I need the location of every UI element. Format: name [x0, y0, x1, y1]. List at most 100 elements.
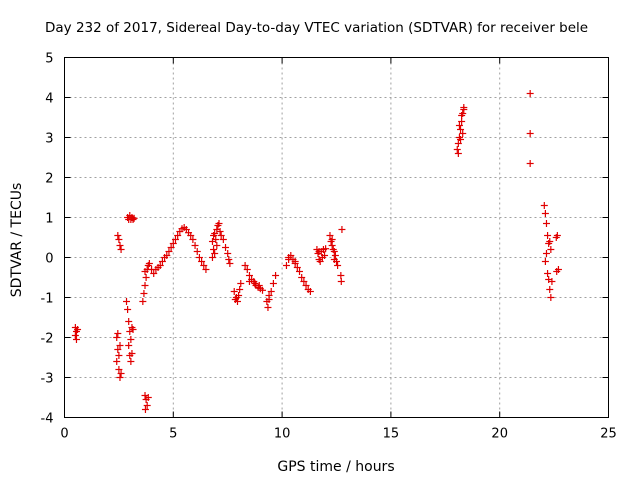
data-point: [226, 260, 234, 267]
y-axis-label: SDTVAR / TECUs: [9, 183, 25, 298]
data-point: [547, 246, 555, 253]
data-point: [322, 245, 330, 253]
y-tick-label: 3: [45, 132, 53, 147]
data-point: [540, 202, 548, 209]
data-point: [145, 260, 153, 267]
x-tick-label: 25: [600, 427, 617, 442]
data-point: [123, 298, 131, 305]
data-point: [546, 238, 554, 245]
data-point: [269, 280, 277, 287]
data-point: [293, 264, 301, 271]
data-point: [216, 228, 224, 235]
y-tick-label: 4: [45, 92, 53, 107]
data-point: [224, 250, 232, 257]
data-point: [300, 278, 308, 285]
data-point: [546, 286, 554, 293]
data-point: [211, 250, 219, 257]
y-tick-label: -4: [41, 412, 54, 427]
data-point: [117, 246, 125, 253]
data-point: [141, 406, 149, 413]
data-point: [302, 282, 310, 289]
data-point: [285, 254, 293, 261]
data-point: [114, 346, 122, 353]
data-point: [526, 160, 534, 167]
plot-frame: [64, 57, 609, 418]
data-point: [213, 242, 221, 249]
axis-ticks: [64, 57, 609, 418]
data-point: [457, 126, 465, 133]
data-point: [455, 122, 463, 129]
data-point: [321, 252, 329, 259]
data-point: [163, 252, 171, 259]
data-point: [547, 294, 555, 301]
data-point: [544, 270, 552, 277]
x-tick-label: 15: [383, 427, 400, 442]
data-point: [217, 232, 225, 239]
data-point: [458, 112, 466, 119]
data-point: [337, 272, 345, 279]
data-point: [326, 232, 334, 239]
data-point: [124, 306, 132, 313]
data-point: [208, 254, 216, 261]
data-point: [174, 232, 182, 239]
data-point: [251, 280, 259, 287]
data-point: [189, 236, 197, 243]
data-point: [113, 358, 121, 365]
y-tick-label: 2: [45, 172, 53, 187]
data-point: [113, 334, 121, 341]
data-points: [71, 90, 562, 413]
data-point: [298, 274, 306, 281]
x-axis-label: GPS time / hours: [277, 459, 394, 475]
data-point: [243, 266, 251, 273]
data-point: [259, 286, 267, 294]
y-tick-label: -2: [41, 332, 54, 347]
data-point: [195, 254, 203, 261]
y-tick-label: 5: [45, 52, 53, 67]
y-tick-label: 0: [45, 252, 53, 267]
data-point: [542, 250, 550, 257]
data-point: [544, 232, 552, 239]
data-point: [143, 402, 151, 409]
data-point: [553, 232, 561, 239]
data-point: [225, 256, 233, 263]
data-point: [241, 262, 249, 269]
data-point: [72, 336, 80, 343]
data-point: [306, 288, 314, 295]
data-point: [144, 394, 152, 401]
data-point: [458, 118, 466, 125]
data-point: [454, 140, 462, 147]
data-point: [115, 366, 123, 373]
data-point: [453, 146, 461, 153]
data-point: [215, 220, 223, 227]
data-point: [237, 280, 245, 287]
data-point: [459, 130, 467, 137]
data-point: [334, 262, 342, 269]
data-point: [457, 136, 465, 143]
data-point: [291, 258, 299, 265]
data-point: [245, 278, 253, 285]
data-point: [141, 282, 149, 289]
data-point: [230, 288, 238, 295]
data-point: [116, 242, 124, 249]
data-point: [198, 258, 206, 265]
data-point: [328, 242, 336, 249]
chart-title: Day 232 of 2017, Sidereal Day-to-day VTE…: [45, 20, 588, 36]
data-point: [267, 288, 275, 295]
x-tick-label: 0: [60, 427, 68, 442]
data-point: [193, 248, 201, 255]
data-point: [171, 236, 179, 243]
data-point: [272, 272, 280, 279]
data-point: [156, 262, 164, 269]
data-point: [222, 244, 230, 251]
data-point: [338, 226, 346, 233]
data-point: [541, 210, 549, 217]
y-tick-label: -1: [41, 292, 54, 307]
data-point: [330, 256, 338, 263]
data-point: [74, 326, 82, 333]
data-point: [130, 214, 138, 222]
data-point: [116, 374, 124, 381]
data-point: [526, 90, 534, 97]
data-point: [264, 304, 272, 311]
data-point: [315, 248, 323, 255]
